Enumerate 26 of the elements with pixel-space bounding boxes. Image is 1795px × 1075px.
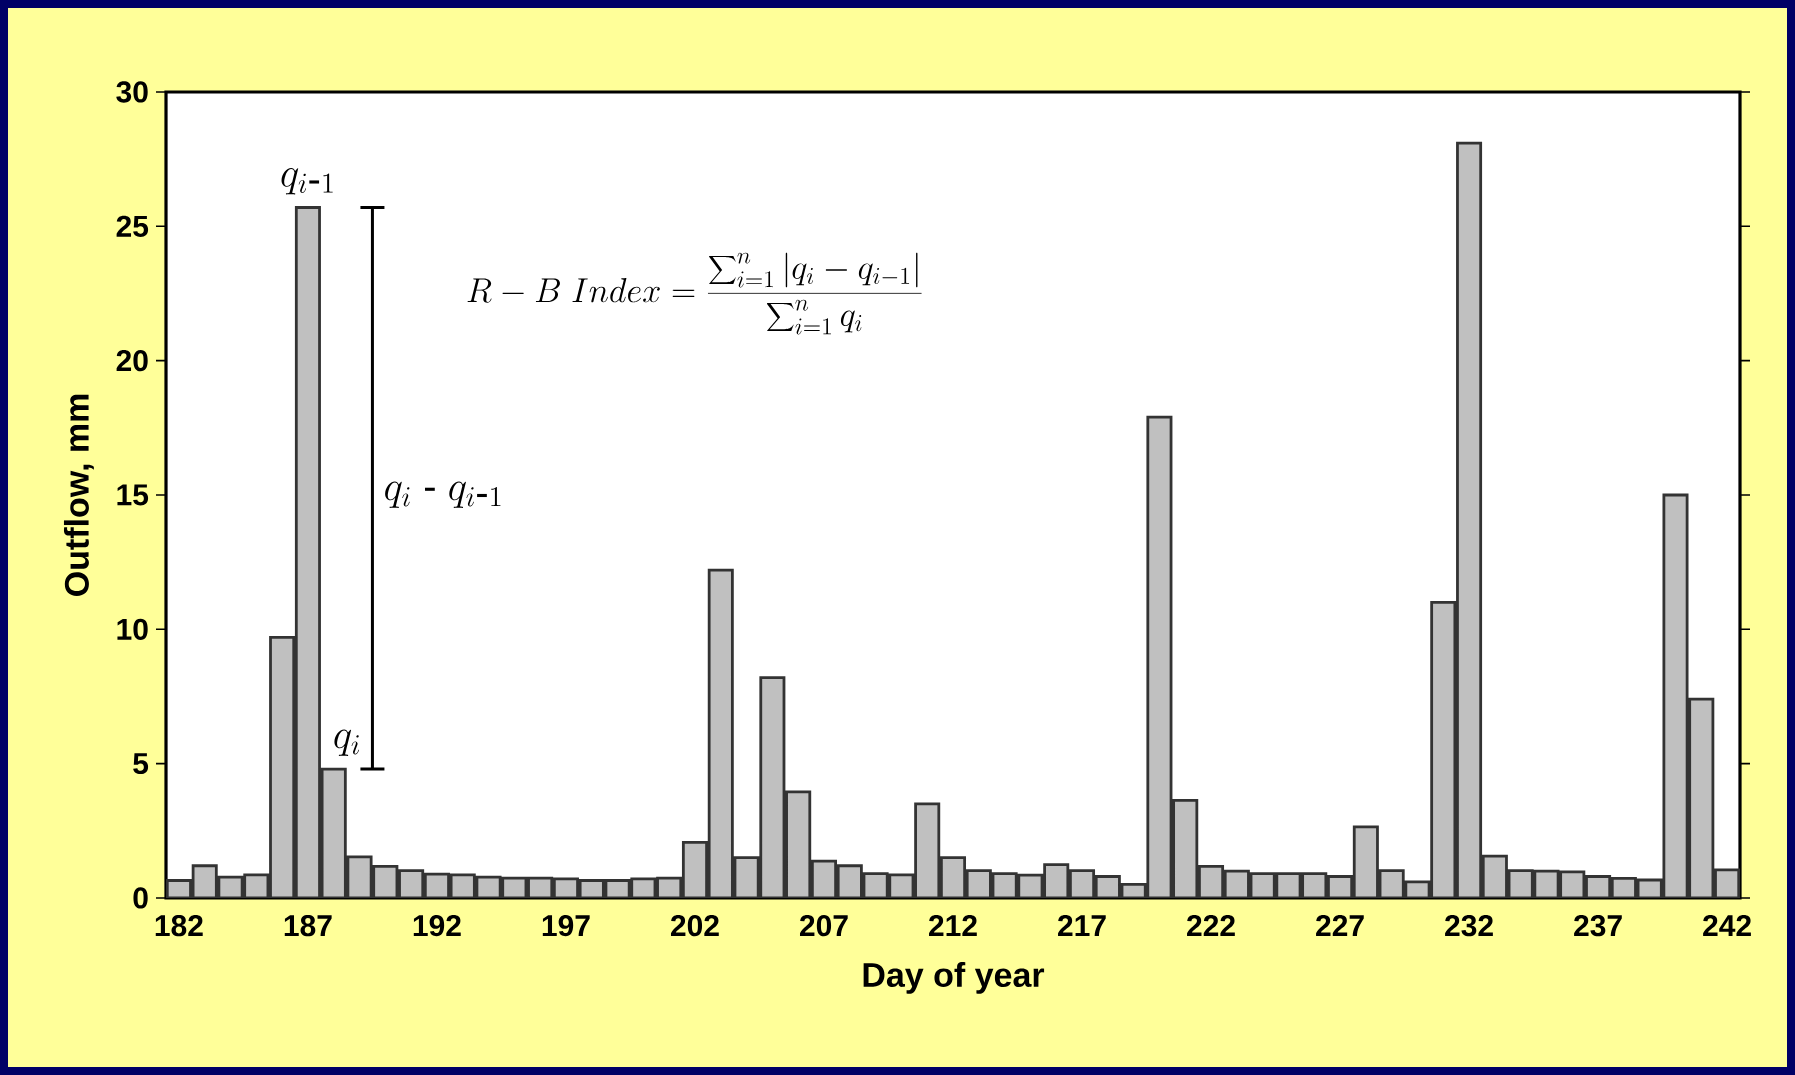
y-tick-label: 20 <box>116 350 148 372</box>
annotation: $q_i$ <box>334 729 359 756</box>
x-tick-label: 227 <box>1316 915 1364 936</box>
y-tick-label: 30 <box>116 81 148 103</box>
annotation: $q_i\ \mbox{-}\ q_{i\mbox{-}1}$ <box>385 481 501 508</box>
y-tick-label: 10 <box>117 618 148 640</box>
y-tick-label: 15 <box>117 484 149 506</box>
y-axis-title: Outflow, mm <box>63 394 94 596</box>
annotation: $q_{i\mbox{-}1}$ <box>281 168 333 195</box>
x-tick-label: 192 <box>413 915 461 937</box>
x-tick-label: 212 <box>929 915 977 936</box>
x-tick-label: 232 <box>1445 915 1493 937</box>
x-tick-label: 207 <box>800 915 848 937</box>
y-tick-label: 0 <box>133 887 148 909</box>
annotation: $R - B\ Index = \frac{\displaystyle\sum\nolimits_{i=1}^{n}\left|q_i - q_{i-1}\right|}{\displaystyle\sum\nolimits_{i=1}^{n} q_i}$ <box>467 252 922 335</box>
y-tick-label: 5 <box>133 753 149 775</box>
x-tick-label: 222 <box>1187 915 1235 936</box>
x-tick-label: 242 <box>1703 915 1751 936</box>
x-axis-title: Day of year <box>863 962 1045 994</box>
x-tick-label: 197 <box>542 915 590 937</box>
y-tick-label: 25 <box>116 215 149 237</box>
x-tick-label: 182 <box>155 915 203 937</box>
x-tick-label: 187 <box>284 915 332 937</box>
x-tick-label: 237 <box>1574 915 1622 937</box>
x-tick-label: 202 <box>670 915 719 937</box>
x-tick-label: 217 <box>1058 915 1106 936</box>
